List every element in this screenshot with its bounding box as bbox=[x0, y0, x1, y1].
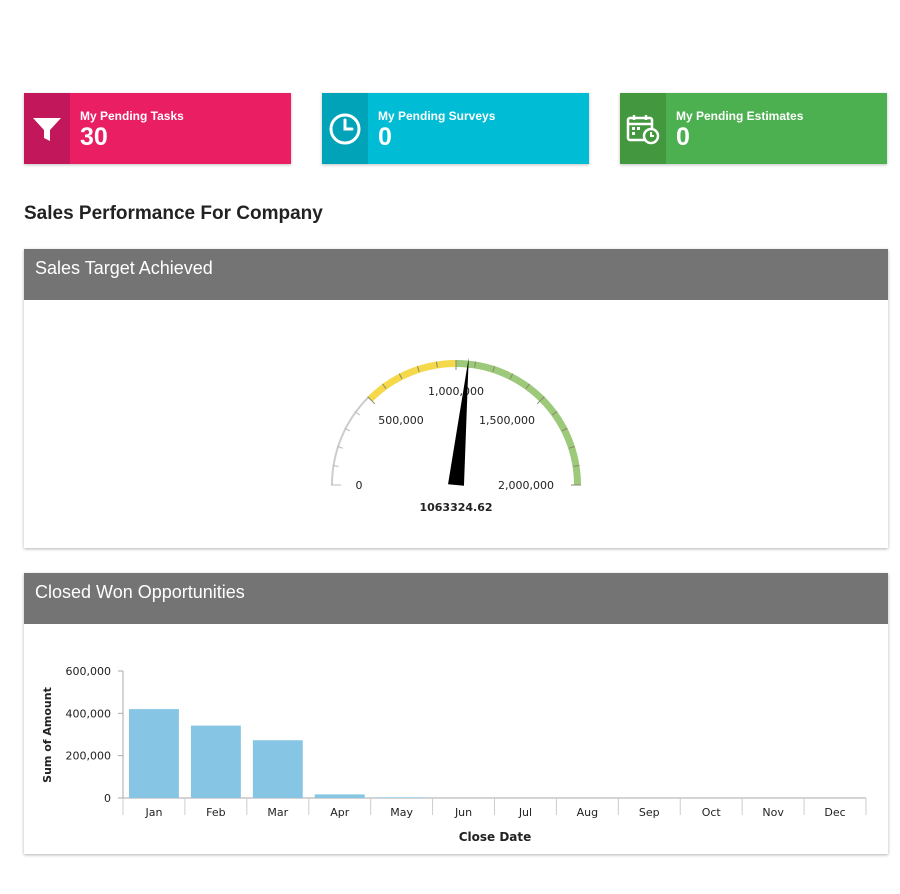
sales-target-panel: Sales Target Achieved 0 500,000 1,000,00… bbox=[24, 249, 888, 548]
x-tick-label: Sep bbox=[639, 806, 660, 819]
gauge-band bbox=[331, 396, 370, 485]
calendar-clock-icon bbox=[620, 93, 666, 164]
y-tick-label: 400,000 bbox=[66, 707, 112, 720]
tile-count: 0 bbox=[676, 123, 690, 151]
bar bbox=[129, 709, 179, 798]
gauge-tick bbox=[344, 427, 351, 432]
y-axis-label: Sum of Amount bbox=[41, 687, 54, 783]
x-tick-label: May bbox=[390, 806, 413, 819]
bar bbox=[376, 797, 427, 798]
gauge-tick bbox=[332, 464, 339, 467]
x-axis-label: Close Date bbox=[459, 830, 532, 844]
x-tick-label: Mar bbox=[267, 806, 288, 819]
x-tick-label: Apr bbox=[330, 806, 350, 819]
x-tick-label: Jan bbox=[144, 806, 162, 819]
gauge-tick-label: 2,000,000 bbox=[498, 479, 554, 492]
y-tick-label: 0 bbox=[104, 792, 111, 805]
bar bbox=[314, 794, 365, 798]
x-tick-label: Jun bbox=[454, 806, 472, 819]
closed-won-panel: Closed Won Opportunities 0 200,000 400,000… bbox=[24, 573, 888, 854]
tile-label: My Pending Tasks bbox=[80, 109, 184, 123]
gauge-tick-label: 1,500,000 bbox=[479, 414, 535, 427]
gauge-tick bbox=[569, 445, 576, 449]
gauge-tick bbox=[525, 383, 530, 390]
section-title: Sales Performance For Company bbox=[24, 203, 323, 224]
filter-icon bbox=[24, 93, 70, 164]
x-tick-label: Dec bbox=[824, 806, 845, 819]
gauge-needle bbox=[448, 357, 469, 486]
y-tick-label: 600,000 bbox=[66, 665, 112, 678]
x-tick-label: Aug bbox=[577, 806, 598, 819]
gauge-tick bbox=[416, 365, 420, 372]
gauge-tick bbox=[382, 383, 387, 390]
gauge-tick bbox=[509, 373, 514, 380]
gauge-tick bbox=[354, 411, 361, 416]
panel-title: Sales Target Achieved bbox=[24, 249, 888, 300]
closed-won-bar-chart: 0 200,000 400,000 600,000 Jan Feb Mar Apr May Ju… bbox=[41, 665, 867, 844]
gauge-tick-label: 500,000 bbox=[378, 414, 424, 427]
gauge-band bbox=[367, 360, 456, 402]
tile-label: My Pending Estimates bbox=[676, 109, 804, 123]
gauge-tick bbox=[367, 396, 376, 405]
pending-surveys-tile[interactable]: My Pending Surveys 0 bbox=[322, 93, 589, 164]
x-tick-label: Oct bbox=[702, 806, 722, 819]
gauge-tick bbox=[561, 427, 568, 432]
pending-tasks-tile[interactable]: My Pending Tasks 30 bbox=[24, 93, 291, 164]
bar bbox=[190, 725, 241, 798]
tile-label: My Pending Surveys bbox=[378, 109, 496, 123]
sales-target-gauge: 0 500,000 1,000,000 1,500,000 2,000,000 … bbox=[331, 357, 581, 514]
x-tick-label: Feb bbox=[206, 806, 225, 819]
gauge-tick bbox=[492, 365, 496, 372]
x-tick-label: Nov bbox=[762, 806, 784, 819]
tile-count: 0 bbox=[378, 123, 392, 151]
gauge-tick bbox=[536, 396, 545, 405]
gauge-tick bbox=[474, 361, 477, 368]
gauge-tick bbox=[398, 373, 403, 380]
panel-title: Closed Won Opportunities bbox=[24, 573, 888, 624]
gauge-tick bbox=[336, 445, 343, 449]
gauge-tick bbox=[573, 464, 580, 467]
gauge-tick-label: 0 bbox=[356, 479, 363, 492]
clock-icon bbox=[322, 93, 368, 164]
gauge-tick bbox=[435, 361, 438, 368]
tile-count: 30 bbox=[80, 123, 108, 151]
bar bbox=[252, 740, 303, 798]
gauge-value-label: 1063324.62 bbox=[419, 501, 492, 514]
y-tick-label: 200,000 bbox=[66, 750, 112, 763]
gauge-tick bbox=[551, 411, 558, 416]
x-tick-label: Jul bbox=[518, 806, 532, 819]
gauge-tick-label: 1,000,000 bbox=[428, 385, 484, 398]
pending-estimates-tile[interactable]: My Pending Estimates 0 bbox=[620, 93, 887, 164]
